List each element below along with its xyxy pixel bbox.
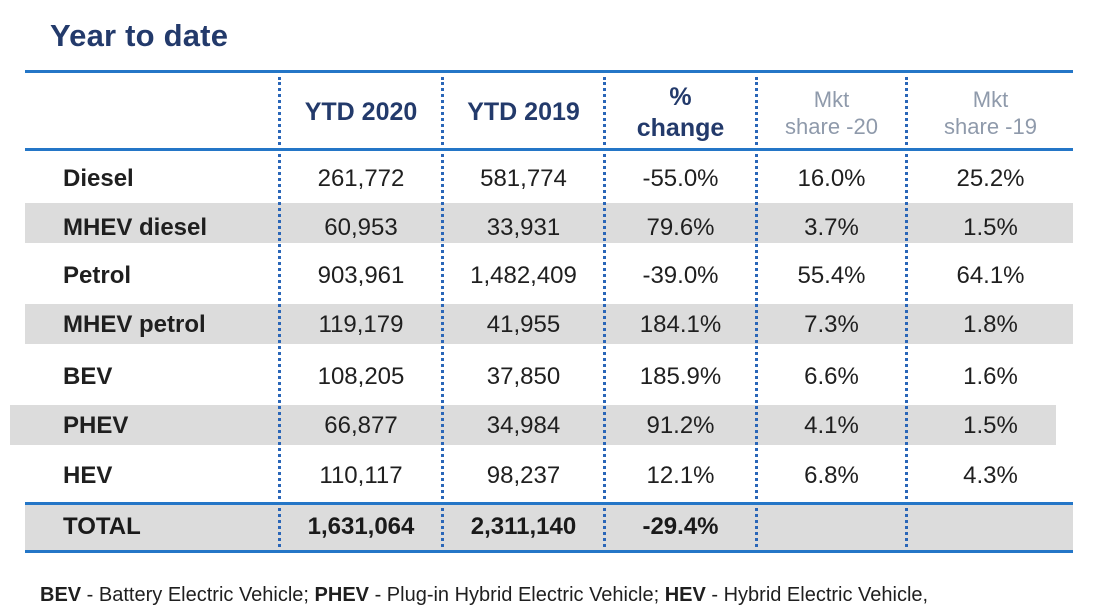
dotted-column-divider [755,77,758,547]
percent-change-value: 79.6% [646,214,715,241]
header-ytd-2019: YTD 2019 [467,98,580,127]
header-mkt-share-2019: Mkt share -19 [944,86,1037,140]
market-share-2019-value: 25.2% [956,165,1025,192]
table-row-hev: HEV 110,117 98,237 12.1% 6.8% 4.3% [0,452,1112,500]
row-label: PHEV [63,412,129,439]
market-share-2020-value: 6.8% [804,462,859,489]
total-label: TOTAL [63,513,141,540]
market-share-2019-value: 4.3% [963,462,1018,489]
total-top-rule [25,502,1073,505]
total-market-share-2019-value [908,503,1073,551]
ytd-2020-value: 66,877 [324,412,398,439]
percent-change-value: -39.0% [642,262,719,289]
total-market-share-2020-value [758,503,905,551]
table-row-diesel: Diesel 261,772 581,774 -55.0% 16.0% 25.2… [0,155,1112,203]
dotted-column-divider [905,77,908,547]
table-row-bev: BEV 108,205 37,850 185.9% 6.6% 1.6% [0,353,1112,401]
percent-change-value: 91.2% [646,412,715,439]
ytd-2019-value: 98,237 [486,462,561,489]
shaded-row-background-mhev-petrol [25,304,1073,344]
ytd-2019-value: 37,850 [486,363,561,390]
total-ytd-2020-value: 1,631,064 [307,513,415,540]
bev-definition: - Battery Electric Vehicle; [81,584,315,606]
shaded-row-background-mhev-diesel [25,203,1073,243]
bev-abbreviation: BEV [40,584,82,606]
header-bottom-rule [25,148,1073,151]
row-label: MHEV petrol [63,311,206,338]
ytd-2020-value: 903,961 [317,262,405,289]
percent-change-value: 12.1% [646,462,715,489]
hev-definition: - Hybrid Electric Vehicle, [705,584,929,606]
market-share-2019-value: 1.5% [963,214,1018,241]
ytd-2019-value: 581,774 [480,165,567,192]
ytd-2020-value: 110,117 [319,462,403,489]
market-share-2020-value: 55.4% [797,262,866,289]
ytd-2020-value: 108,205 [317,363,405,390]
hev-abbreviation: HEV [664,584,706,606]
dotted-column-divider [278,77,281,547]
table-row-total: TOTAL 1,631,064 2,311,140 -29.4% [0,503,1112,551]
phev-definition: - Plug-in Hybrid Electric Vehicle; [369,584,665,606]
ytd-2020-value: 261,772 [317,165,405,192]
header-mkt-share-2020: Mkt share -20 [785,86,878,140]
phev-abbreviation: PHEV [314,584,370,606]
top-rule [25,70,1073,73]
percent-change-value: -55.0% [642,165,719,192]
ytd-2019-value: 1,482,409 [470,262,577,289]
dotted-column-divider [603,77,606,547]
market-share-2020-value: 16.0% [797,165,866,192]
table-row-phev: PHEV 66,877 34,984 91.2% 4.1% 1.5% [0,402,1112,450]
market-share-2019-value: 1.8% [963,311,1018,338]
ytd-2020-value: 119,179 [318,311,404,338]
market-share-2020-value: 7.3% [804,311,859,338]
table-row-petrol: Petrol 903,961 1,482,409 -39.0% 55.4% 64… [0,252,1112,300]
shaded-row-background-phev [10,405,1056,445]
table-title: Year to date [50,18,229,53]
ytd-2019-value: 41,955 [486,311,561,338]
abbreviation-legend: BEV - Battery Electric Vehicle; PHEV - P… [40,584,928,607]
market-share-2019-value: 64.1% [956,262,1025,289]
row-label: BEV [63,363,113,390]
total-ytd-2019-value: 2,311,140 [470,513,577,540]
ytd-2019-value: 34,984 [486,412,561,439]
row-label: HEV [63,462,113,489]
ytd-2020-value: 60,953 [324,214,398,241]
market-share-2019-value: 1.6% [963,363,1018,390]
row-label: MHEV diesel [63,214,208,241]
total-percent-change-value: -29.4% [642,513,719,540]
market-share-2020-value: 4.1% [804,412,859,439]
table-row-mhev-petrol: MHEV petrol 119,179 41,955 184.1% 7.3% 1… [0,301,1112,349]
header-percent-change: % change [636,82,725,142]
dotted-column-divider [441,77,444,547]
market-share-2019-value: 1.5% [963,412,1018,439]
shaded-row-background-total [25,505,1073,550]
total-bottom-rule [25,550,1073,553]
table-row-mhev-diesel: MHEV diesel 60,953 33,931 79.6% 3.7% 1.5… [0,204,1112,252]
market-share-2020-value: 6.6% [804,363,859,390]
row-label: Petrol [63,262,132,289]
percent-change-value: 184.1% [639,311,722,338]
row-label: Diesel [63,165,134,192]
ytd-2019-value: 33,931 [486,214,561,241]
percent-change-value: 185.9% [639,363,722,390]
header-ytd-2020: YTD 2020 [304,98,418,127]
market-share-2020-value: 3.7% [804,214,859,241]
